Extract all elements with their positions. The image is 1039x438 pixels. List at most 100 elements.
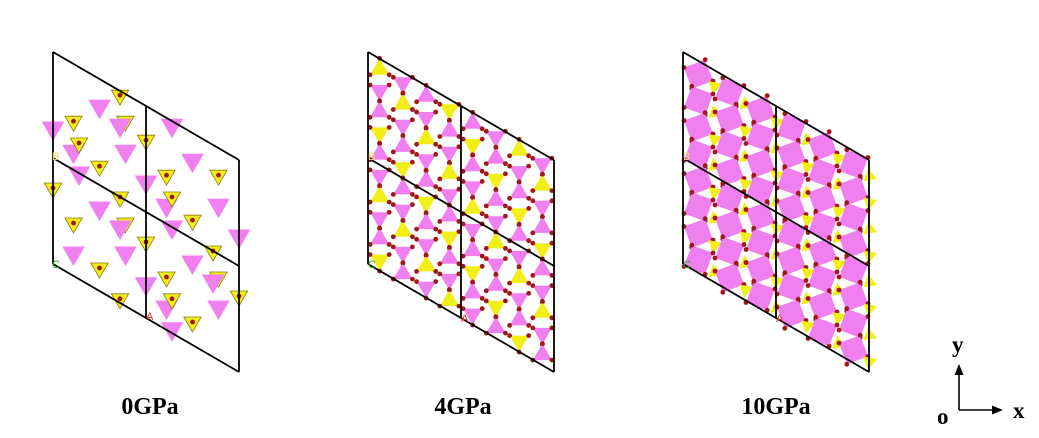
octahedron-shape: [839, 308, 868, 338]
atom-marker: [460, 221, 466, 227]
atom-marker: [834, 322, 840, 328]
atom-marker: [386, 125, 392, 130]
atom-marker: [414, 269, 419, 274]
atom-marker: [460, 296, 466, 301]
atom-marker: [857, 332, 863, 338]
atom-marker: [805, 177, 811, 182]
tetrahedron-shape: [486, 300, 506, 318]
tetrahedron-shape: [110, 89, 130, 107]
atom-marker: [390, 202, 396, 208]
tetrahedron-shape: [393, 220, 413, 237]
atom-marker: [689, 83, 695, 89]
atom-marker: [437, 144, 443, 150]
atom-marker: [456, 134, 462, 140]
octahedron-shape: [463, 281, 483, 299]
atom-marker: [702, 57, 708, 63]
tetrahedron-shape: [393, 162, 413, 179]
atom-marker: [479, 179, 485, 184]
octahedron-shape: [370, 227, 390, 245]
crystal-structure-0gpa: [41, 51, 251, 373]
atom-marker: [803, 278, 809, 283]
atom-marker: [479, 168, 485, 174]
atom-marker: [507, 153, 512, 159]
tetrahedron-shape: [486, 231, 506, 249]
atom-marker: [483, 213, 489, 219]
atom-marker: [540, 214, 545, 219]
atom-marker: [377, 140, 382, 146]
tetrahedron-shape: [708, 81, 722, 95]
tetrahedron-shape: [416, 127, 436, 145]
octahedron-shape: [808, 158, 837, 188]
tetrahedron-shape: [463, 139, 483, 156]
octahedron-shape: [746, 122, 775, 152]
tetrahedron-shape: [708, 240, 722, 254]
atom-marker: [433, 269, 439, 274]
atom-marker: [190, 319, 195, 325]
octahedron-shape: [532, 327, 552, 345]
atom-marker: [460, 253, 466, 259]
atom-marker: [456, 303, 462, 309]
tetrahedron-shape: [370, 254, 390, 272]
atom-marker: [460, 126, 466, 132]
tetrahedron-shape: [739, 178, 753, 192]
tetrahedron-shape: [439, 231, 459, 249]
atom-marker: [712, 162, 718, 168]
octahedron-shape: [88, 201, 111, 221]
octahedron-shape: [370, 212, 390, 229]
atom-marker: [433, 99, 439, 105]
octahedron-shape: [370, 143, 390, 160]
octahedron-shape: [684, 139, 713, 169]
atom-marker: [530, 273, 536, 278]
atom-marker: [857, 279, 863, 285]
octahedron-shape: [439, 204, 459, 222]
octahedron-shape: [416, 85, 436, 102]
tetrahedron-shape: [90, 262, 109, 279]
atom-marker: [795, 243, 801, 249]
atom-marker: [71, 118, 76, 124]
atom-marker: [803, 172, 809, 177]
tetrahedron-shape: [739, 231, 753, 245]
atom-marker: [503, 256, 508, 261]
tetrahedron-shape: [64, 217, 83, 234]
atom-marker: [836, 327, 842, 333]
tetrahedron-shape: [162, 191, 182, 208]
atom-marker: [456, 144, 462, 150]
atom-marker: [751, 278, 757, 284]
atom-marker: [460, 179, 466, 184]
atom-marker: [386, 157, 392, 163]
atom-marker: [216, 172, 221, 178]
axis-label-origin: o: [937, 404, 949, 429]
atom-marker: [470, 279, 475, 285]
atom-marker: [857, 173, 863, 179]
tetrahedron-shape: [863, 356, 877, 370]
octahedron-shape: [439, 247, 459, 264]
atom-marker: [526, 290, 532, 296]
atom-marker: [479, 253, 485, 259]
atom-marker: [76, 140, 82, 146]
tetrahedron-shape: [416, 254, 436, 272]
atom-marker: [433, 141, 439, 147]
atom-marker: [460, 136, 466, 142]
atom-marker: [414, 109, 419, 115]
atom-marker: [526, 206, 532, 211]
octahedron-shape: [715, 77, 744, 107]
atom-marker: [414, 236, 419, 242]
octahedron-shape: [439, 146, 459, 164]
octahedron-shape: [67, 166, 91, 186]
cell-letter-b: B: [52, 151, 59, 163]
octahedron-shape: [684, 245, 713, 275]
octahedron-shape: [439, 120, 459, 137]
atom-marker: [447, 117, 452, 123]
atom-marker: [169, 296, 175, 302]
atom-marker: [447, 244, 452, 250]
atom-marker: [437, 101, 443, 107]
octahedron-shape: [463, 112, 483, 129]
octahedron-shape: [715, 157, 744, 187]
atom-marker: [483, 288, 489, 294]
octahedron-shape: [393, 246, 413, 264]
tetrahedron-shape: [463, 266, 483, 283]
atom-marker: [479, 263, 485, 269]
octahedron-shape: [88, 99, 111, 120]
x-arrowhead-icon: [992, 405, 1003, 415]
atom-marker: [437, 261, 443, 267]
